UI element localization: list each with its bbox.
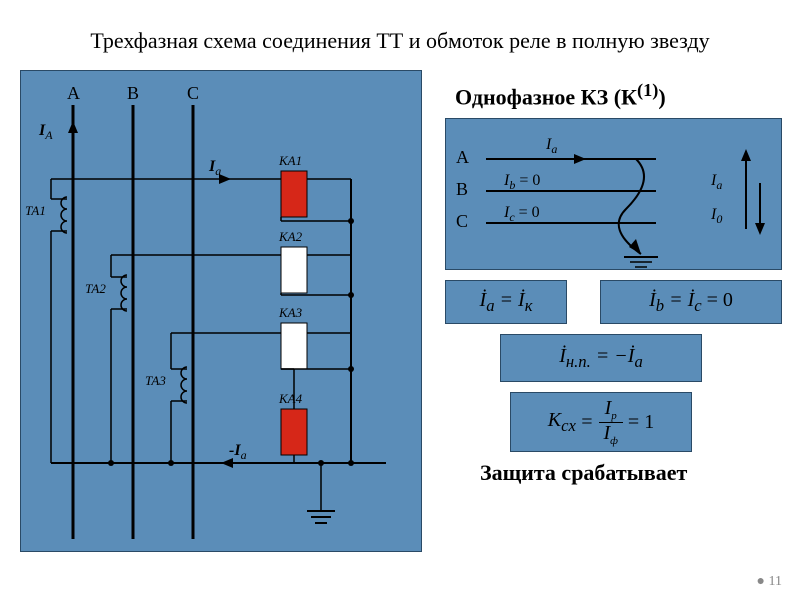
svg-text:КА3: КА3 (278, 305, 303, 320)
conclusion-label: Защита срабатывает (480, 460, 687, 486)
ia-wire-label: Ia (208, 158, 221, 178)
eq-ksx: Kcx = Ip Iф = 1 (510, 392, 692, 452)
phase-a-label: A (67, 83, 80, 103)
svg-text:КА2: КА2 (278, 229, 303, 244)
svg-text:КА4: КА4 (278, 391, 303, 406)
svg-text:I0: I0 (710, 206, 722, 226)
ct2: ТА2 (85, 255, 281, 463)
phase-b-label: B (127, 83, 139, 103)
svg-text:ТА3: ТА3 (145, 373, 166, 388)
eq-ib-ic-0: İb = İc = 0 (600, 280, 782, 324)
svg-text:Ia: Ia (545, 136, 557, 156)
ia-label: IA (38, 122, 53, 142)
svg-text:C: C (456, 211, 468, 231)
page-number: ● 11 (757, 574, 782, 590)
eq-ia-ik: İa = İк (445, 280, 567, 324)
svg-text:ТА2: ТА2 (85, 281, 106, 296)
svg-text:B: B (456, 179, 468, 199)
phase-c-label: C (187, 83, 199, 103)
svg-text:КА1: КА1 (278, 153, 302, 168)
svg-text:Ia: Ia (710, 172, 722, 192)
ct3: ТА3 (145, 333, 281, 463)
page-title: Трехфазная схема соединения ТТ и обмоток… (0, 28, 800, 54)
left-diagram-panel: A B C IA ТА1 Ia ТА2 ТА3 (20, 70, 422, 552)
svg-text:ТА1: ТА1 (25, 203, 46, 218)
fault-type-title: Однофазное КЗ (К(1)) (455, 80, 666, 110)
relay-ka3: КА3 (278, 305, 351, 369)
relay-ka2: КА2 (278, 229, 351, 295)
svg-text:Ic = 0: Ic = 0 (503, 204, 540, 224)
svg-text:A: A (456, 147, 469, 167)
svg-text:Ib = 0: Ib = 0 (503, 172, 540, 192)
eq-inp: İн.п. = −İa (500, 334, 702, 382)
ct-relay-diagram: A B C IA ТА1 Ia ТА2 ТА3 (21, 71, 421, 551)
relay-ka4: КА4 (278, 369, 307, 463)
ct1: ТА1 Ia (25, 158, 281, 463)
relay-ka1: КА1 (278, 153, 351, 221)
right-fault-panel: A B C Ia Ib = 0 Ic = 0 Ia I0 (445, 118, 782, 270)
fault-current-diagram: A B C Ia Ib = 0 Ic = 0 Ia I0 (446, 119, 781, 269)
